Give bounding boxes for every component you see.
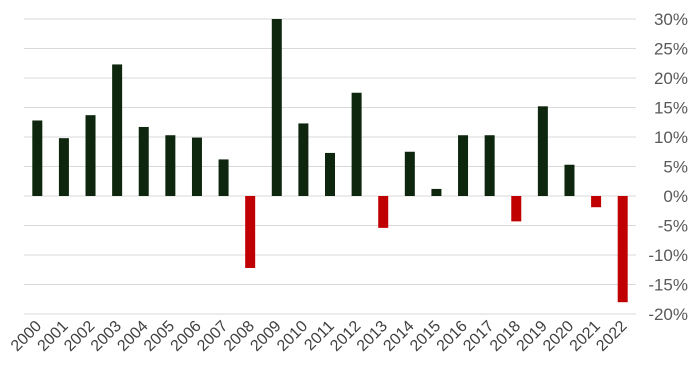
bar-2006 xyxy=(191,137,202,196)
bar-2020 xyxy=(564,164,575,196)
bar-2016 xyxy=(458,135,469,196)
bar-2005 xyxy=(165,135,176,196)
bar-2001 xyxy=(58,138,69,196)
bar-2012 xyxy=(351,92,362,196)
y-tick-label: 25% xyxy=(654,40,688,59)
bar-2014 xyxy=(404,151,415,196)
bar-2019 xyxy=(537,106,548,196)
y-tick-label: -10% xyxy=(648,246,688,265)
bar-2017 xyxy=(484,135,495,196)
bar-2010 xyxy=(298,123,309,196)
y-axis-ticks: 30% 25% 20% 15% 10% 5% 0% -5% -10% -15% -20% xyxy=(648,10,688,324)
bar-2021 xyxy=(591,196,602,208)
bar-2022 xyxy=(617,196,628,303)
bar-2003 xyxy=(112,64,123,197)
y-tick-label: 20% xyxy=(654,69,688,88)
y-tick-label: 10% xyxy=(654,128,688,147)
y-tick-label: -5% xyxy=(658,217,688,236)
y-tick-label: 0% xyxy=(663,187,688,206)
bar-2015 xyxy=(431,188,442,196)
y-tick-label: -15% xyxy=(648,276,688,295)
bar-2002 xyxy=(85,115,96,196)
bars xyxy=(32,19,628,303)
x-tick-label: 2010 xyxy=(274,318,311,355)
bar-2018 xyxy=(511,196,522,222)
bar-2004 xyxy=(138,126,149,196)
y-tick-label: 5% xyxy=(663,158,688,177)
bar-2007 xyxy=(218,159,229,196)
bar-2009 xyxy=(271,19,282,196)
bar-2000 xyxy=(32,120,43,196)
y-tick-label: 30% xyxy=(654,10,688,29)
bar-2011 xyxy=(325,152,335,196)
y-tick-label: 15% xyxy=(654,99,688,118)
y-tick-label: -20% xyxy=(648,305,688,324)
bar-2008 xyxy=(245,196,256,268)
x-tick-label: 2022 xyxy=(593,318,630,355)
x-axis-ticks: 2000200120022003200420052006200720082009… xyxy=(8,318,631,355)
bar-2013 xyxy=(378,196,389,228)
